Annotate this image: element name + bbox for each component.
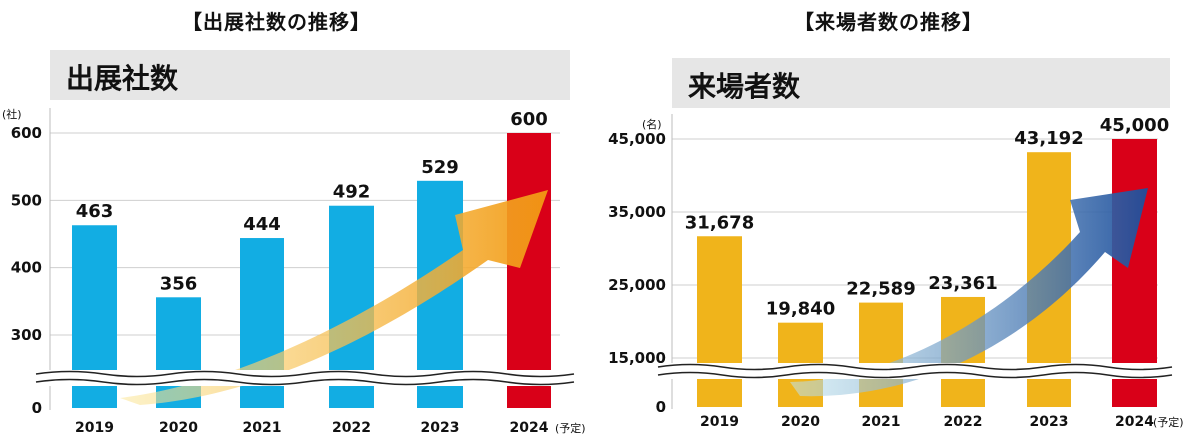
exhibitors-y-tick-label: 300 bbox=[11, 326, 42, 344]
exhibitors-panel: 【出展社数の推移】 出展社数 (社) 0 300 400 500 600 463 356 44… bbox=[2, 10, 586, 436]
exhibitors-bar-chart: 0 300 400 500 600 463 356 444 492 529 600 2019 2020 2… bbox=[11, 108, 586, 436]
visitors-value-label: 31,678 bbox=[685, 212, 754, 233]
exhibitors-chart-title: 出展社数 bbox=[66, 62, 179, 95]
visitors-x-tick-label: 2021 bbox=[862, 414, 901, 430]
exhibitors-value-label: 529 bbox=[421, 157, 459, 178]
exhibitors-x-tick-label: 2022 bbox=[332, 420, 371, 436]
exhibitors-y-tick-label: 400 bbox=[11, 259, 42, 277]
exhibitors-value-label: 444 bbox=[243, 214, 281, 235]
visitors-bar-chart: 0 15,000 25,000 35,000 45,000 31,678 19,840 22,… bbox=[608, 114, 1184, 430]
exhibitors-value-label: 356 bbox=[160, 273, 198, 294]
exhibitors-value-label: 492 bbox=[333, 182, 371, 203]
visitors-value-label: 45,000 bbox=[1100, 115, 1169, 136]
exhibitors-title-bar: 出展社数 bbox=[50, 50, 570, 100]
exhibitors-bar-2024 bbox=[507, 133, 551, 408]
exhibitors-forecast-note: (予定) bbox=[555, 421, 586, 435]
visitors-unit-label: (名) bbox=[642, 118, 662, 131]
exhibitors-y-tick-label: 0 bbox=[32, 399, 42, 417]
exhibitors-y-tick-label: 600 bbox=[11, 124, 42, 142]
visitors-value-label: 22,589 bbox=[846, 279, 915, 300]
visitors-x-tick-label: 2019 bbox=[700, 414, 739, 430]
visitors-bar-2024 bbox=[1112, 139, 1157, 407]
exhibitors-trend-arrow bbox=[120, 190, 548, 405]
visitors-figure-title: 【来場者数の推移】 bbox=[794, 10, 983, 34]
visitors-y-tick-label: 25,000 bbox=[608, 276, 666, 294]
visitors-panel: 【来場者数の推移】 来場者数 (名) 0 15,000 25,000 35,000 45… bbox=[600, 0, 1200, 442]
visitors-y-tick-label: 0 bbox=[656, 398, 666, 416]
visitors-x-tick-label: 2024 bbox=[1115, 414, 1154, 430]
visitors-title-bar: 来場者数 bbox=[672, 58, 1170, 108]
visitors-value-label: 23,361 bbox=[928, 273, 997, 294]
visitors-y-tick-label: 45,000 bbox=[608, 130, 666, 148]
exhibitors-unit-label: (社) bbox=[2, 108, 22, 121]
exhibitors-figure-title: 【出展社数の推移】 bbox=[182, 10, 371, 34]
exhibitors-y-tick-label: 500 bbox=[11, 191, 42, 209]
visitors-value-label: 43,192 bbox=[1014, 128, 1083, 149]
exhibitors-x-tick-label: 2019 bbox=[75, 420, 114, 436]
visitors-forecast-note: (予定) bbox=[1153, 415, 1184, 429]
visitors-value-label: 19,840 bbox=[766, 299, 835, 320]
exhibitors-axis-break-top bbox=[35, 370, 575, 378]
exhibitors-value-label: 600 bbox=[510, 109, 548, 130]
exhibitors-value-label: 463 bbox=[76, 201, 114, 222]
visitors-y-tick-label: 35,000 bbox=[608, 203, 666, 221]
visitors-axis-break-top bbox=[657, 363, 1173, 371]
visitors-x-tick-label: 2023 bbox=[1030, 414, 1069, 430]
visitors-x-tick-label: 2022 bbox=[944, 414, 983, 430]
exhibitors-x-tick-label: 2024 bbox=[510, 420, 549, 436]
visitors-bar-2019 bbox=[697, 236, 742, 407]
visitors-trend-arrow bbox=[790, 188, 1148, 397]
visitors-y-tick-label: 15,000 bbox=[608, 349, 666, 367]
exhibitors-x-tick-label: 2021 bbox=[243, 420, 282, 436]
visitors-axis-break-bottom bbox=[657, 371, 1173, 379]
exhibitors-x-tick-label: 2023 bbox=[421, 420, 460, 436]
exhibitors-axis-break-bottom bbox=[35, 378, 575, 386]
visitors-chart-title: 来場者数 bbox=[688, 70, 801, 103]
exhibitors-x-tick-label: 2020 bbox=[159, 420, 198, 436]
visitors-x-tick-label: 2020 bbox=[781, 414, 820, 430]
